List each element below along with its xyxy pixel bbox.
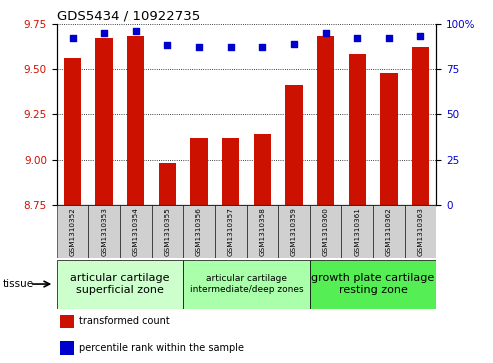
Text: GSM1310355: GSM1310355 [164,207,171,256]
Point [321,30,329,36]
Point [227,44,235,50]
Bar [278,205,310,258]
Point [195,44,203,50]
Bar [380,73,397,205]
Point [417,33,424,39]
Text: GSM1310363: GSM1310363 [418,207,423,256]
Bar [190,138,208,205]
Bar [317,36,334,205]
Text: GSM1310360: GSM1310360 [322,207,329,256]
Text: GSM1310359: GSM1310359 [291,207,297,256]
Point [258,44,266,50]
Bar [310,260,436,309]
Text: GSM1310356: GSM1310356 [196,207,202,256]
Point [69,35,76,41]
Bar [152,205,183,258]
Bar [88,205,120,258]
Bar [222,138,240,205]
Text: GDS5434 / 10922735: GDS5434 / 10922735 [57,9,200,23]
Text: transformed count: transformed count [79,316,170,326]
Point [353,35,361,41]
Text: GSM1310352: GSM1310352 [70,207,75,256]
Bar [64,58,81,205]
Text: GSM1310353: GSM1310353 [101,207,107,256]
Bar [412,47,429,205]
Bar [215,205,246,258]
Bar [349,54,366,205]
Text: GSM1310361: GSM1310361 [354,207,360,256]
Bar [253,134,271,205]
Bar [373,205,405,258]
Bar [246,205,278,258]
Bar [183,260,310,309]
Text: articular cartilage
superficial zone: articular cartilage superficial zone [70,273,170,295]
Point [132,28,140,34]
Bar [127,36,144,205]
Bar [285,85,303,205]
Text: GSM1310362: GSM1310362 [386,207,392,256]
Bar [120,205,152,258]
Text: articular cartilage
intermediate/deep zones: articular cartilage intermediate/deep zo… [190,274,303,294]
Text: GSM1310357: GSM1310357 [228,207,234,256]
Bar [405,205,436,258]
Text: growth plate cartilage
resting zone: growth plate cartilage resting zone [312,273,435,295]
Bar [61,342,74,355]
Bar [61,314,74,328]
Bar [159,163,176,205]
Point [164,42,172,48]
Bar [183,205,215,258]
Bar [57,260,183,309]
Text: GSM1310358: GSM1310358 [259,207,265,256]
Point [385,35,393,41]
Point [290,41,298,46]
Text: tissue: tissue [2,279,34,289]
Bar [96,38,113,205]
Text: percentile rank within the sample: percentile rank within the sample [79,343,245,353]
Bar [341,205,373,258]
Bar [310,205,341,258]
Bar [57,205,88,258]
Text: GSM1310354: GSM1310354 [133,207,139,256]
Point [100,30,108,36]
